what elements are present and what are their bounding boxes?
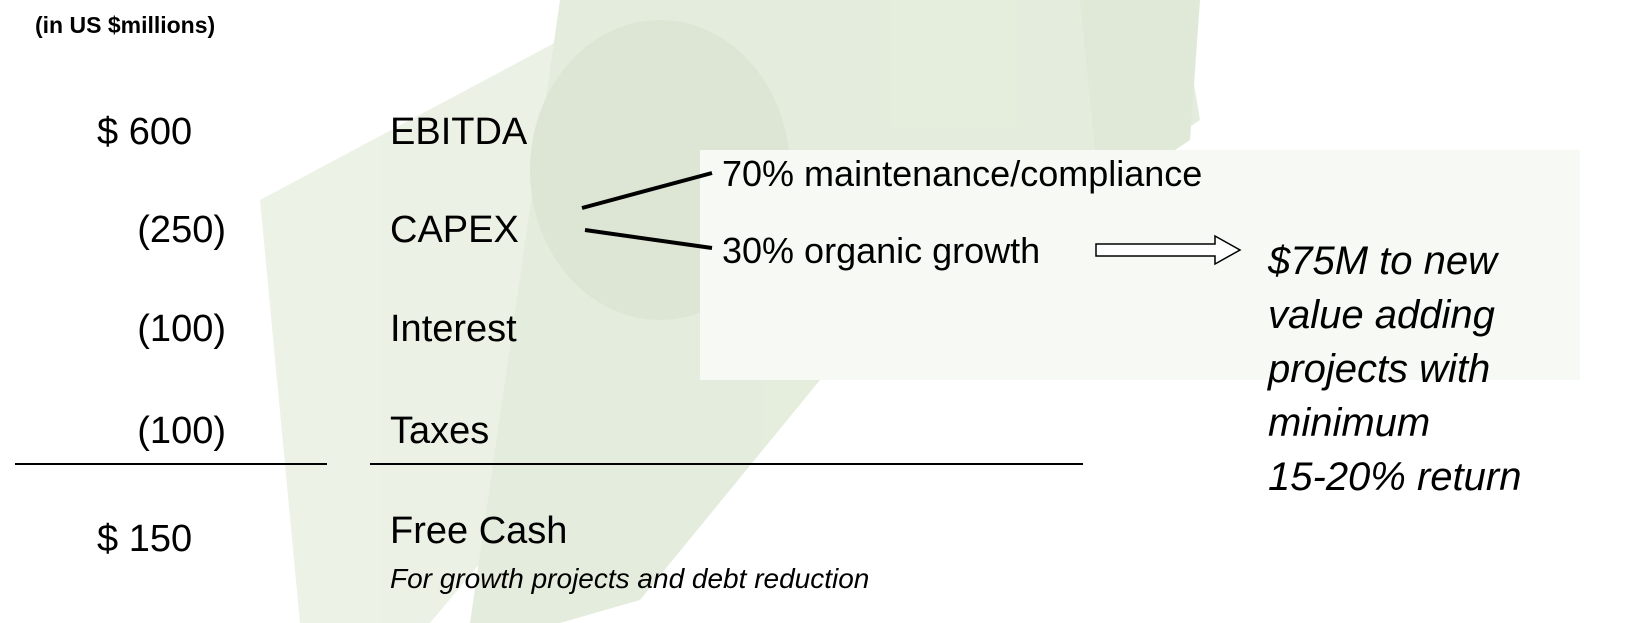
callout-line: $75M to new <box>1268 241 1497 281</box>
amount: (100) <box>26 310 226 348</box>
amount: (100) <box>26 412 226 450</box>
total-label: Free Cash <box>390 512 567 550</box>
total-note: For growth projects and debt reduction <box>390 565 869 593</box>
line-item: CAPEX <box>390 211 519 249</box>
capex-split: 30% organic growth <box>722 233 1040 269</box>
line-item: Taxes <box>390 412 489 450</box>
capex-split: 70% maintenance/compliance <box>722 156 1202 192</box>
callout-line: 15-20% return <box>1268 457 1521 497</box>
unit-label: (in US $millions) <box>35 14 215 37</box>
callout-line: projects with <box>1268 349 1490 389</box>
line-item: EBITDA <box>390 113 527 151</box>
callout-line: minimum <box>1268 403 1430 443</box>
callout-line: value adding <box>1268 295 1495 335</box>
total-amount: $ 150 <box>97 520 297 558</box>
slide: (in US $millions) $ 600 EBITDA (250) CAP… <box>0 0 1639 623</box>
amount: $ 600 <box>97 113 297 151</box>
amount: (250) <box>26 211 226 249</box>
line-item: Interest <box>390 310 517 348</box>
